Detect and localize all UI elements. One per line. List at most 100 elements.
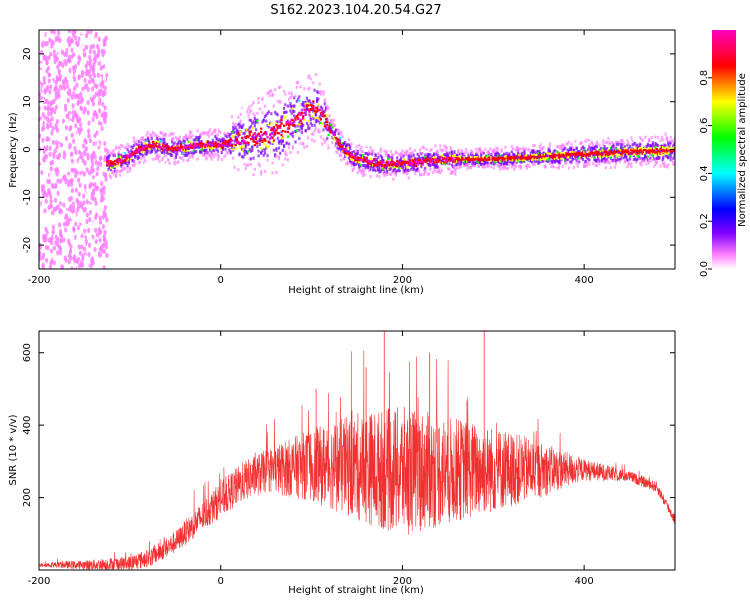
heatmap-cell [494,157,497,160]
heatmap-cell [215,143,218,147]
heatmap-cell [260,136,263,140]
heatmap-cell [344,152,347,155]
heatmap-cell [405,161,408,164]
heatmap-cell [468,165,471,169]
heatmap-cell [650,144,653,148]
heatmap-cell [173,168,176,172]
heatmap-cell [186,153,189,157]
heatmap-cell [319,135,323,139]
heatmap-cell [254,134,258,138]
heatmap-cell [416,161,419,164]
heatmap-cell [389,183,392,187]
heatmap-cell [263,104,267,108]
heatmap-cell [611,149,614,153]
heatmap-cell [516,158,520,161]
heatmap-cell [487,151,490,155]
heatmap-cell [211,131,214,135]
heatmap-cell [651,147,655,151]
heatmap-cell [426,154,429,158]
heatmap-cell [219,159,222,163]
heatmap-cell [461,152,464,156]
heatmap-cell [505,169,508,173]
heatmap-cell [532,151,535,155]
heatmap-cell [520,168,524,172]
heatmap-cell [42,79,47,86]
heatmap-cell [364,152,367,156]
heatmap-cell [548,154,551,157]
heatmap-cell [190,163,193,167]
heatmap-cell [589,154,592,158]
heatmap-cell [268,121,272,125]
heatmap-cell [417,154,420,158]
heatmap-cell [529,155,532,158]
heatmap-cell [66,37,70,44]
heatmap-cell [585,163,588,167]
heatmap-cell [261,140,264,143]
heatmap-cell [80,244,84,250]
heatmap-cell [403,159,406,162]
heatmap-cell [155,145,158,148]
heatmap-cell [646,158,649,162]
heatmap-cell [494,152,497,156]
heatmap-cell [141,147,144,150]
heatmap-cell [399,167,403,170]
heatmap-cell [350,153,353,156]
heatmap-cell [472,161,475,165]
heatmap-cell [660,131,663,135]
heatmap-cell [462,152,465,156]
heatmap-cell [580,152,583,155]
heatmap-cell [281,129,284,133]
heatmap-cell [614,147,618,150]
heatmap-cell [157,140,160,143]
heatmap-cell [54,122,58,128]
heatmap-cell [466,150,469,154]
heatmap-cell [523,158,526,161]
heatmap-cell [216,142,220,145]
heatmap-cell [212,155,216,159]
heatmap-cell [323,140,326,144]
heatmap-cell [486,163,489,167]
heatmap-cell [506,154,510,158]
heatmap-cell [48,151,52,157]
heatmap-cell [160,149,164,152]
heatmap-cell [501,157,504,160]
heatmap-cell [312,132,315,136]
colorbar: 0.00.20.40.60.8 Normalized spectral ampl… [699,30,748,277]
heatmap-cell [83,228,87,234]
heatmap-cell [349,144,352,148]
heatmap-cell [57,52,61,58]
heatmap-cell [338,136,342,140]
heatmap-cell [154,160,157,164]
heatmap-cell [407,168,410,172]
heatmap-cell [366,153,370,157]
heatmap-cell [113,152,116,156]
heatmap-cell [76,118,80,124]
heatmap-cell [55,143,59,150]
heatmap-cell [560,146,563,150]
heatmap-cell [153,147,156,151]
heatmap-cell [204,143,207,146]
heatmap-cell [312,104,315,108]
heatmap-cell [268,89,272,93]
heatmap-cell [668,145,671,149]
heatmap-cell [72,227,76,233]
heatmap-cell [279,151,282,155]
heatmap-cell [379,149,382,153]
heatmap-cell [468,160,471,164]
heatmap-cell [394,151,398,155]
heatmap-cell [606,140,609,144]
heatmap-cell [132,153,136,157]
heatmap-cell [406,168,409,172]
heatmap-cell [201,145,204,148]
heatmap-cell [182,148,185,151]
heatmap-cell [183,149,186,152]
heatmap-cell [340,149,343,153]
heatmap-cell [223,138,226,142]
heatmap-cell [243,162,246,166]
heatmap-cell [361,150,365,154]
heatmap-cell [39,212,43,219]
heatmap-cell [425,177,428,181]
heatmap-cell [148,123,151,127]
heatmap-cell [594,152,597,156]
heatmap-cell [274,110,277,114]
